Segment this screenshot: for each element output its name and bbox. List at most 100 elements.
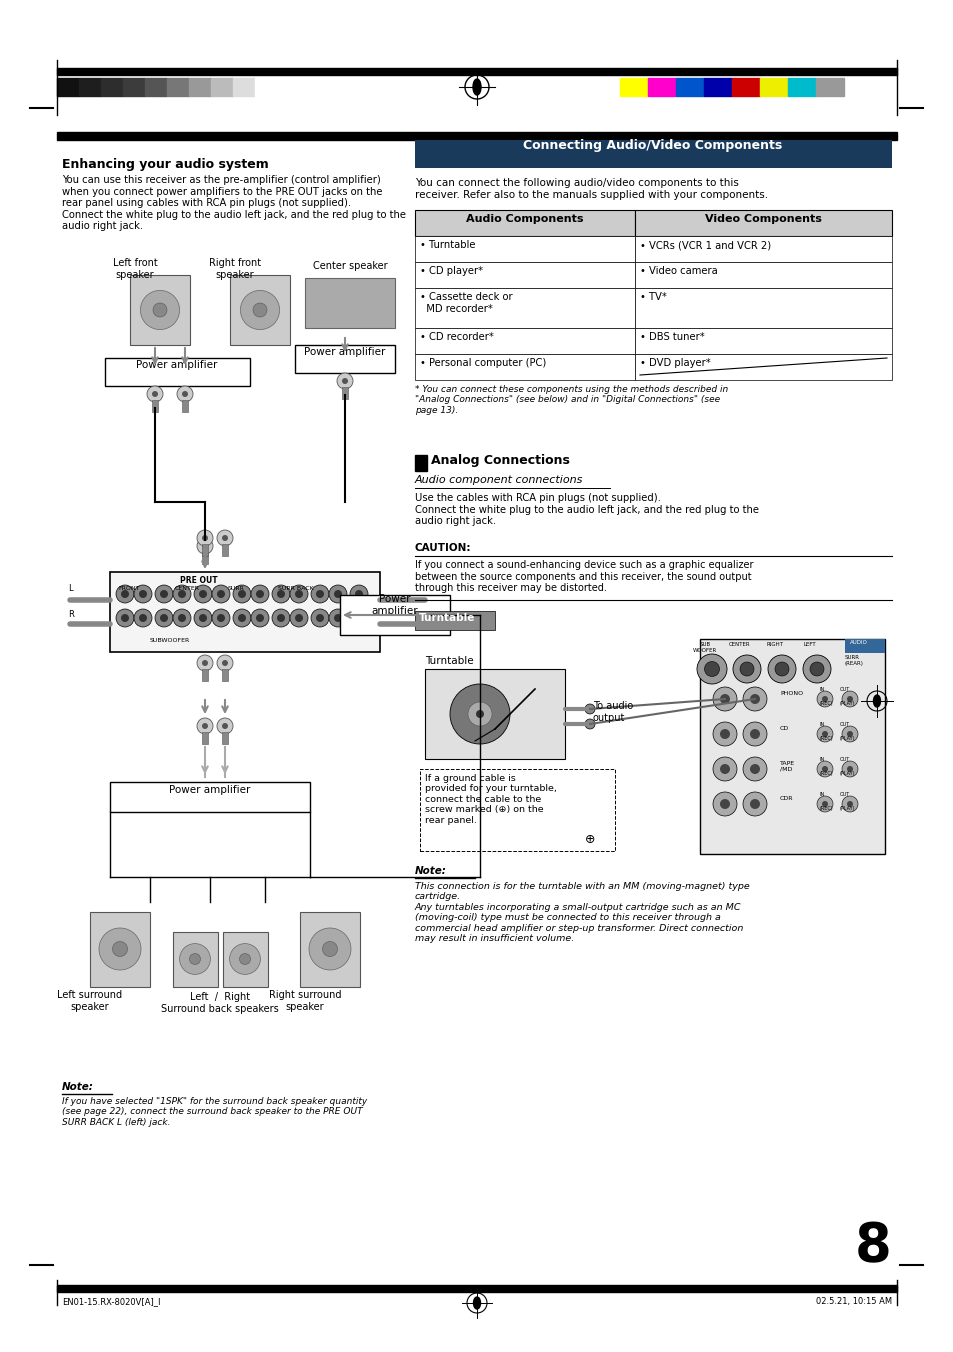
Bar <box>415 611 495 630</box>
Text: SUB
WOOFER: SUB WOOFER <box>692 642 717 653</box>
Circle shape <box>742 722 766 746</box>
Circle shape <box>196 530 213 546</box>
Circle shape <box>816 761 832 777</box>
Text: TAPE
/MD: TAPE /MD <box>780 761 794 772</box>
Bar <box>703 78 731 96</box>
Bar <box>635 329 891 354</box>
Bar <box>299 913 359 987</box>
Text: Power amplifier: Power amplifier <box>169 786 251 795</box>
Text: PHONO: PHONO <box>780 691 802 696</box>
Text: (REC): (REC) <box>820 771 833 776</box>
Text: Center speaker: Center speaker <box>313 261 387 270</box>
Circle shape <box>816 691 832 707</box>
Text: 8: 8 <box>474 1297 479 1306</box>
Circle shape <box>720 694 729 704</box>
Circle shape <box>350 608 368 627</box>
Bar <box>182 400 188 412</box>
Bar <box>222 544 228 556</box>
Text: To audio
output: To audio output <box>593 700 633 722</box>
Text: (PLAY): (PLAY) <box>840 700 855 706</box>
Circle shape <box>712 722 737 746</box>
Bar <box>110 781 310 813</box>
Text: (REC): (REC) <box>820 806 833 811</box>
Circle shape <box>846 800 852 807</box>
Circle shape <box>160 614 168 622</box>
Circle shape <box>450 684 510 744</box>
Circle shape <box>841 726 857 742</box>
Circle shape <box>821 731 827 737</box>
Circle shape <box>749 799 760 808</box>
Circle shape <box>152 303 167 316</box>
Text: OUT: OUT <box>840 722 849 727</box>
Circle shape <box>712 757 737 781</box>
Circle shape <box>251 608 269 627</box>
Circle shape <box>732 654 760 683</box>
Circle shape <box>202 544 208 549</box>
Circle shape <box>749 764 760 773</box>
Text: (REC): (REC) <box>820 700 833 706</box>
Circle shape <box>697 654 726 684</box>
Circle shape <box>222 535 228 541</box>
Bar <box>222 731 228 744</box>
Circle shape <box>239 953 251 964</box>
Circle shape <box>311 585 329 603</box>
Bar <box>619 78 647 96</box>
Circle shape <box>154 608 172 627</box>
Text: AUDIO: AUDIO <box>849 639 867 645</box>
Circle shape <box>767 654 795 683</box>
Circle shape <box>749 694 760 704</box>
Bar <box>760 78 787 96</box>
Text: SURR
(REAR): SURR (REAR) <box>844 654 863 665</box>
Circle shape <box>154 585 172 603</box>
Circle shape <box>255 589 264 598</box>
Text: • Personal computer (PC): • Personal computer (PC) <box>419 358 546 368</box>
Text: LEFT: LEFT <box>802 642 816 648</box>
Text: CDR: CDR <box>780 796 793 800</box>
Text: Right surround
speaker: Right surround speaker <box>269 990 341 1011</box>
Circle shape <box>720 764 729 773</box>
Text: • TV*: • TV* <box>639 292 666 301</box>
Circle shape <box>740 662 753 676</box>
Bar <box>223 932 268 987</box>
Text: IN: IN <box>820 792 824 796</box>
Bar <box>123 78 145 96</box>
Bar <box>57 68 896 74</box>
Text: You can connect the following audio/video components to this
receiver. Refer als: You can connect the following audio/vide… <box>415 178 767 200</box>
Circle shape <box>476 710 483 718</box>
Ellipse shape <box>873 695 880 707</box>
Text: (REC): (REC) <box>820 735 833 741</box>
Text: You can use this receiver as the pre-amplifier (control amplifier)
when you conn: You can use this receiver as the pre-amp… <box>62 174 406 231</box>
Bar <box>700 639 884 854</box>
Text: • CD recorder*: • CD recorder* <box>419 333 494 342</box>
Circle shape <box>294 589 303 598</box>
Text: • DVD player*: • DVD player* <box>639 358 710 368</box>
Bar <box>222 669 228 681</box>
Circle shape <box>121 589 129 598</box>
Circle shape <box>712 687 737 711</box>
Bar <box>424 669 564 758</box>
Bar <box>415 288 635 329</box>
Circle shape <box>202 660 208 667</box>
Circle shape <box>139 589 147 598</box>
Text: IN: IN <box>820 722 824 727</box>
Circle shape <box>846 696 852 702</box>
Bar <box>189 78 211 96</box>
Bar <box>676 78 703 96</box>
Bar <box>254 78 276 96</box>
Circle shape <box>172 585 191 603</box>
Circle shape <box>193 585 212 603</box>
Circle shape <box>846 731 852 737</box>
Circle shape <box>311 608 329 627</box>
Text: SURR: SURR <box>228 585 245 591</box>
Bar <box>815 78 843 96</box>
Text: L: L <box>68 584 72 594</box>
Circle shape <box>294 614 303 622</box>
Bar <box>152 400 158 412</box>
Text: If a ground cable is
provided for your turntable,
connect the cable to the
screw: If a ground cable is provided for your t… <box>424 773 557 825</box>
Text: (PLAY): (PLAY) <box>840 735 855 741</box>
Circle shape <box>199 589 207 598</box>
Circle shape <box>821 696 827 702</box>
Circle shape <box>190 953 200 964</box>
Text: CENTER: CENTER <box>174 585 200 591</box>
Text: CD: CD <box>780 726 788 731</box>
